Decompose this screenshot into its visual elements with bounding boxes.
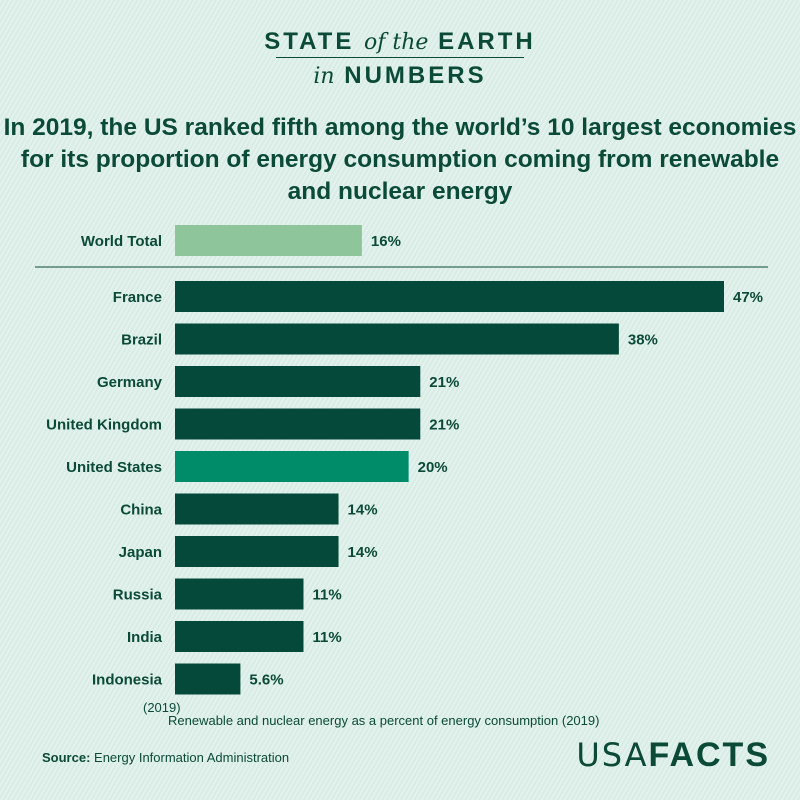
data-label: 21%	[429, 374, 459, 391]
chart-title: In 2019, the US ranked fifth among the w…	[3, 114, 797, 205]
bar-indonesia	[175, 663, 241, 695]
bar-germany	[175, 366, 421, 397]
x-axis-label: Renewable and nuclear energy as a percen…	[168, 713, 600, 728]
data-label: 11%	[312, 587, 341, 604]
data-label: 14%	[348, 544, 378, 561]
header-line2: in NUMBERS	[313, 62, 487, 89]
category-label: World Total	[81, 233, 162, 250]
bar-japan	[175, 536, 339, 567]
category-label: Indonesia	[92, 672, 163, 689]
bar-united-states	[175, 451, 409, 482]
category-label: Brazil	[121, 332, 162, 349]
bar-india	[175, 621, 304, 652]
usafacts-logo: USAFACTS	[576, 736, 770, 774]
bar-france	[175, 281, 724, 312]
source: Source: Energy Information Administratio…	[42, 750, 290, 765]
bar-russia	[175, 578, 304, 610]
data-label: 5.6%	[249, 672, 283, 689]
category-label: Japan	[119, 544, 162, 561]
header-line1: STATE of the EARTH	[264, 28, 536, 55]
data-label: 11%	[312, 629, 341, 646]
bar-world-total	[175, 225, 362, 256]
data-label: 38%	[628, 332, 658, 349]
bar-united-kingdom	[175, 408, 421, 440]
category-label: Germany	[97, 374, 163, 391]
bar-brazil	[175, 323, 619, 355]
header-divider	[276, 57, 524, 58]
category-label: Russia	[113, 587, 163, 604]
data-label: 16%	[371, 233, 401, 250]
category-label: United Kingdom	[46, 417, 162, 434]
extra-label: (2019)	[143, 700, 181, 715]
category-label: France	[113, 289, 162, 306]
bar-china	[175, 493, 339, 525]
data-label: 47%	[733, 289, 763, 306]
data-label: 21%	[429, 417, 459, 434]
data-label: 20%	[418, 459, 448, 476]
category-label: United States	[66, 459, 162, 476]
category-label: India	[127, 629, 163, 646]
category-label: China	[120, 502, 162, 519]
data-label: 14%	[348, 502, 378, 519]
